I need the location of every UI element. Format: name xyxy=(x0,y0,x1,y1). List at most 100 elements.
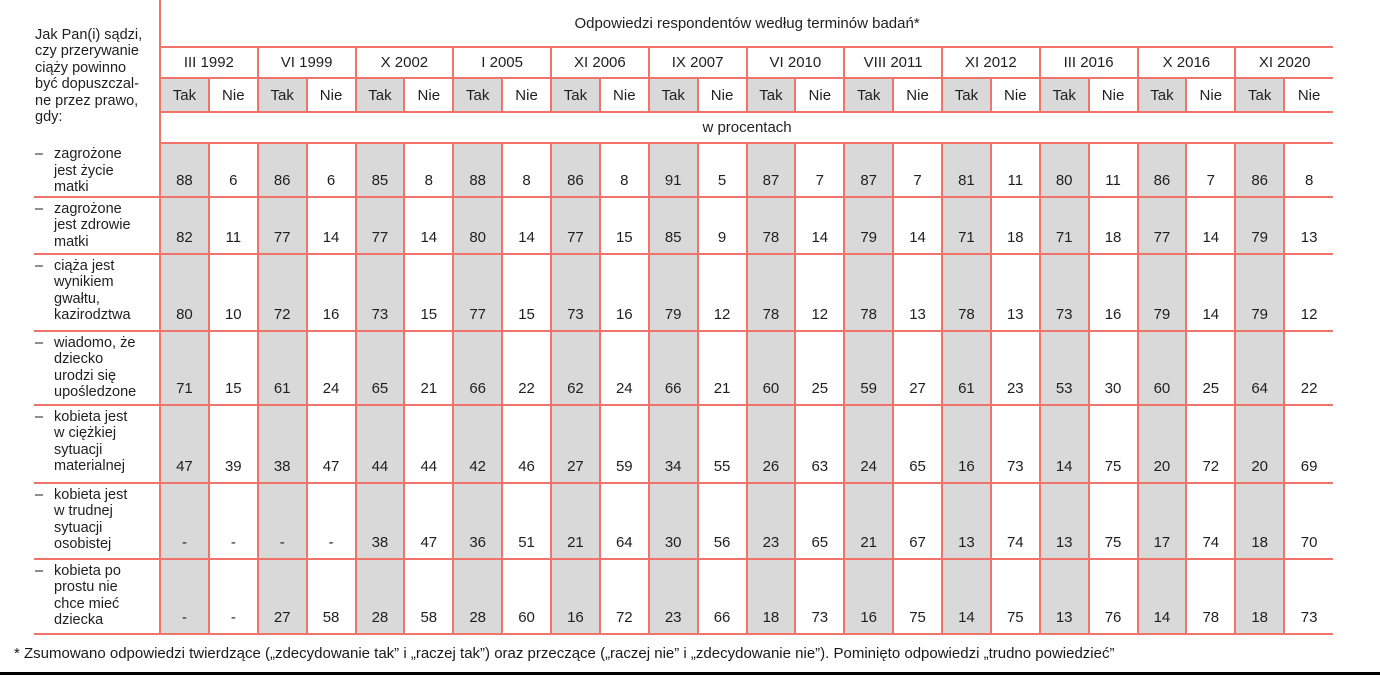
main-header-row: Jak Pan(i) sądzi, czy przerywanie ciąży … xyxy=(34,0,1334,143)
nie-value-cell: 11 xyxy=(207,196,258,255)
tak-header: Tak xyxy=(1136,78,1187,113)
tak-value-cell: 71 xyxy=(941,196,991,255)
tak-value-cell: 59 xyxy=(843,330,894,406)
tak-value-cell: 64 xyxy=(1234,330,1285,406)
table-row: – kobieta jest w ciężkiej sytuacji materi… xyxy=(34,404,1334,484)
tak-value-cell: 86 xyxy=(256,143,307,198)
nie-value-cell: 46 xyxy=(501,404,551,484)
nie-value-cell: 56 xyxy=(696,482,747,560)
survey-date-header: VI 2010 xyxy=(745,47,845,79)
tak-value-cell: 88 xyxy=(452,143,503,198)
tak-value-cell: 14 xyxy=(1136,558,1187,635)
nie-value-cell: - xyxy=(305,482,356,560)
row-label-text: zagrożone jest życie matki xyxy=(54,146,122,195)
tak-value-cell: 28 xyxy=(354,558,405,635)
tak-value-cell: 88 xyxy=(159,143,209,198)
nie-value-cell: 12 xyxy=(696,253,747,332)
nie-value-cell: - xyxy=(207,482,258,560)
table-main-header: Odpowiedzi respondentów według terminów … xyxy=(160,0,1334,48)
nie-value-cell: 70 xyxy=(1283,482,1334,560)
nie-value-cell: 21 xyxy=(696,330,747,406)
tak-value-cell: 60 xyxy=(745,330,796,406)
tak-value-cell: 18 xyxy=(745,558,796,635)
tak-value-cell: 16 xyxy=(843,558,894,635)
tak-value-cell: 80 xyxy=(159,253,209,332)
nie-value-cell: 24 xyxy=(305,330,356,406)
nie-value-cell: 65 xyxy=(794,482,845,560)
nie-value-cell: 14 xyxy=(892,196,942,255)
tak-header: Tak xyxy=(843,78,894,113)
nie-value-cell: 75 xyxy=(1087,482,1138,560)
tak-value-cell: 23 xyxy=(745,482,796,560)
tak-value-cell: 73 xyxy=(1038,253,1089,332)
survey-date-header: X 2002 xyxy=(354,47,454,79)
row-label-text: zagrożone jest zdrowie matki xyxy=(54,200,131,250)
nie-value-cell: 14 xyxy=(501,196,551,255)
nie-value-cell: 39 xyxy=(207,404,258,484)
tak-value-cell: 79 xyxy=(1136,253,1187,332)
tak-value-cell: 17 xyxy=(1136,482,1187,560)
nie-value-cell: 78 xyxy=(1185,558,1236,635)
nie-value-cell: 7 xyxy=(1185,143,1236,198)
tak-header: Tak xyxy=(1038,78,1089,113)
nie-value-cell: 8 xyxy=(598,143,649,198)
nie-value-cell: 18 xyxy=(1087,196,1138,255)
tak-value-cell: 13 xyxy=(941,482,991,560)
row-label: – ciąża jest wynikiem gwałtu, kazirodztwa xyxy=(34,253,160,332)
tak-value-cell: 87 xyxy=(745,143,796,198)
nie-value-cell: 69 xyxy=(1283,404,1334,484)
nie-value-cell: 75 xyxy=(1087,404,1138,484)
tak-header: Tak xyxy=(354,78,405,113)
tak-header: Tak xyxy=(1234,78,1285,113)
nie-value-cell: 12 xyxy=(794,253,845,332)
table-row: – wiadomo, że dziecko urodzi się upośledz… xyxy=(34,330,1334,406)
tak-value-cell: 38 xyxy=(354,482,405,560)
row-label-dash: – xyxy=(35,334,44,351)
answer-header-row: Tak Nie Tak Nie Tak Nie Tak Nie Tak Nie Tak Nie Tak N… xyxy=(34,78,1334,113)
tak-value-cell: 14 xyxy=(941,558,991,635)
tak-header: Tak xyxy=(745,78,796,113)
tak-value-cell: 21 xyxy=(550,482,600,560)
tak-value-cell: - xyxy=(159,482,209,560)
row-label-dash: – xyxy=(35,146,44,162)
row-label-text: kobieta jest w trudnej sytuacji osobiste… xyxy=(54,486,128,553)
nie-value-cell: 60 xyxy=(501,558,551,635)
nie-value-cell: 75 xyxy=(989,558,1040,635)
nie-value-cell: 65 xyxy=(892,404,942,484)
nie-value-cell: 72 xyxy=(598,558,649,635)
tak-value-cell: 91 xyxy=(647,143,698,198)
tak-value-cell: - xyxy=(159,558,209,635)
tak-value-cell: 53 xyxy=(1038,330,1089,406)
row-label-dash: – xyxy=(35,200,44,217)
nie-value-cell: 8 xyxy=(403,143,454,198)
tak-value-cell: 24 xyxy=(843,404,894,484)
tak-value-cell: 77 xyxy=(452,253,503,332)
survey-date-header: XI 2020 xyxy=(1234,47,1334,79)
survey-date-header: VIII 2011 xyxy=(843,47,942,79)
nie-value-cell: 10 xyxy=(207,253,258,332)
survey-date-header: X 2016 xyxy=(1136,47,1236,79)
tak-value-cell: 71 xyxy=(1038,196,1089,255)
survey-dates-row: III 1992 VI 1999 X 2002 I 2005 XI 2006 IX 200… xyxy=(34,47,1334,79)
tak-value-cell: 21 xyxy=(843,482,894,560)
tak-value-cell: 86 xyxy=(550,143,600,198)
survey-date-header: IX 2007 xyxy=(647,47,747,79)
tak-header: Tak xyxy=(452,78,503,113)
tak-value-cell: 79 xyxy=(647,253,698,332)
tak-value-cell: 27 xyxy=(550,404,600,484)
tak-value-cell: 36 xyxy=(452,482,503,560)
survey-results-table: Jak Pan(i) sądzi, czy przerywanie ciąży … xyxy=(34,0,1334,635)
tak-header: Tak xyxy=(647,78,698,113)
tak-value-cell: 61 xyxy=(256,330,307,406)
nie-value-cell: 16 xyxy=(305,253,356,332)
nie-value-cell: 67 xyxy=(892,482,942,560)
nie-value-cell: 73 xyxy=(794,558,845,635)
tak-value-cell: 79 xyxy=(1234,253,1285,332)
nie-value-cell: 74 xyxy=(989,482,1040,560)
nie-value-cell: 59 xyxy=(598,404,649,484)
tak-value-cell: 80 xyxy=(452,196,503,255)
nie-value-cell: 15 xyxy=(598,196,649,255)
nie-header: Nie xyxy=(989,78,1040,113)
nie-header: Nie xyxy=(207,78,258,113)
tak-value-cell: 28 xyxy=(452,558,503,635)
